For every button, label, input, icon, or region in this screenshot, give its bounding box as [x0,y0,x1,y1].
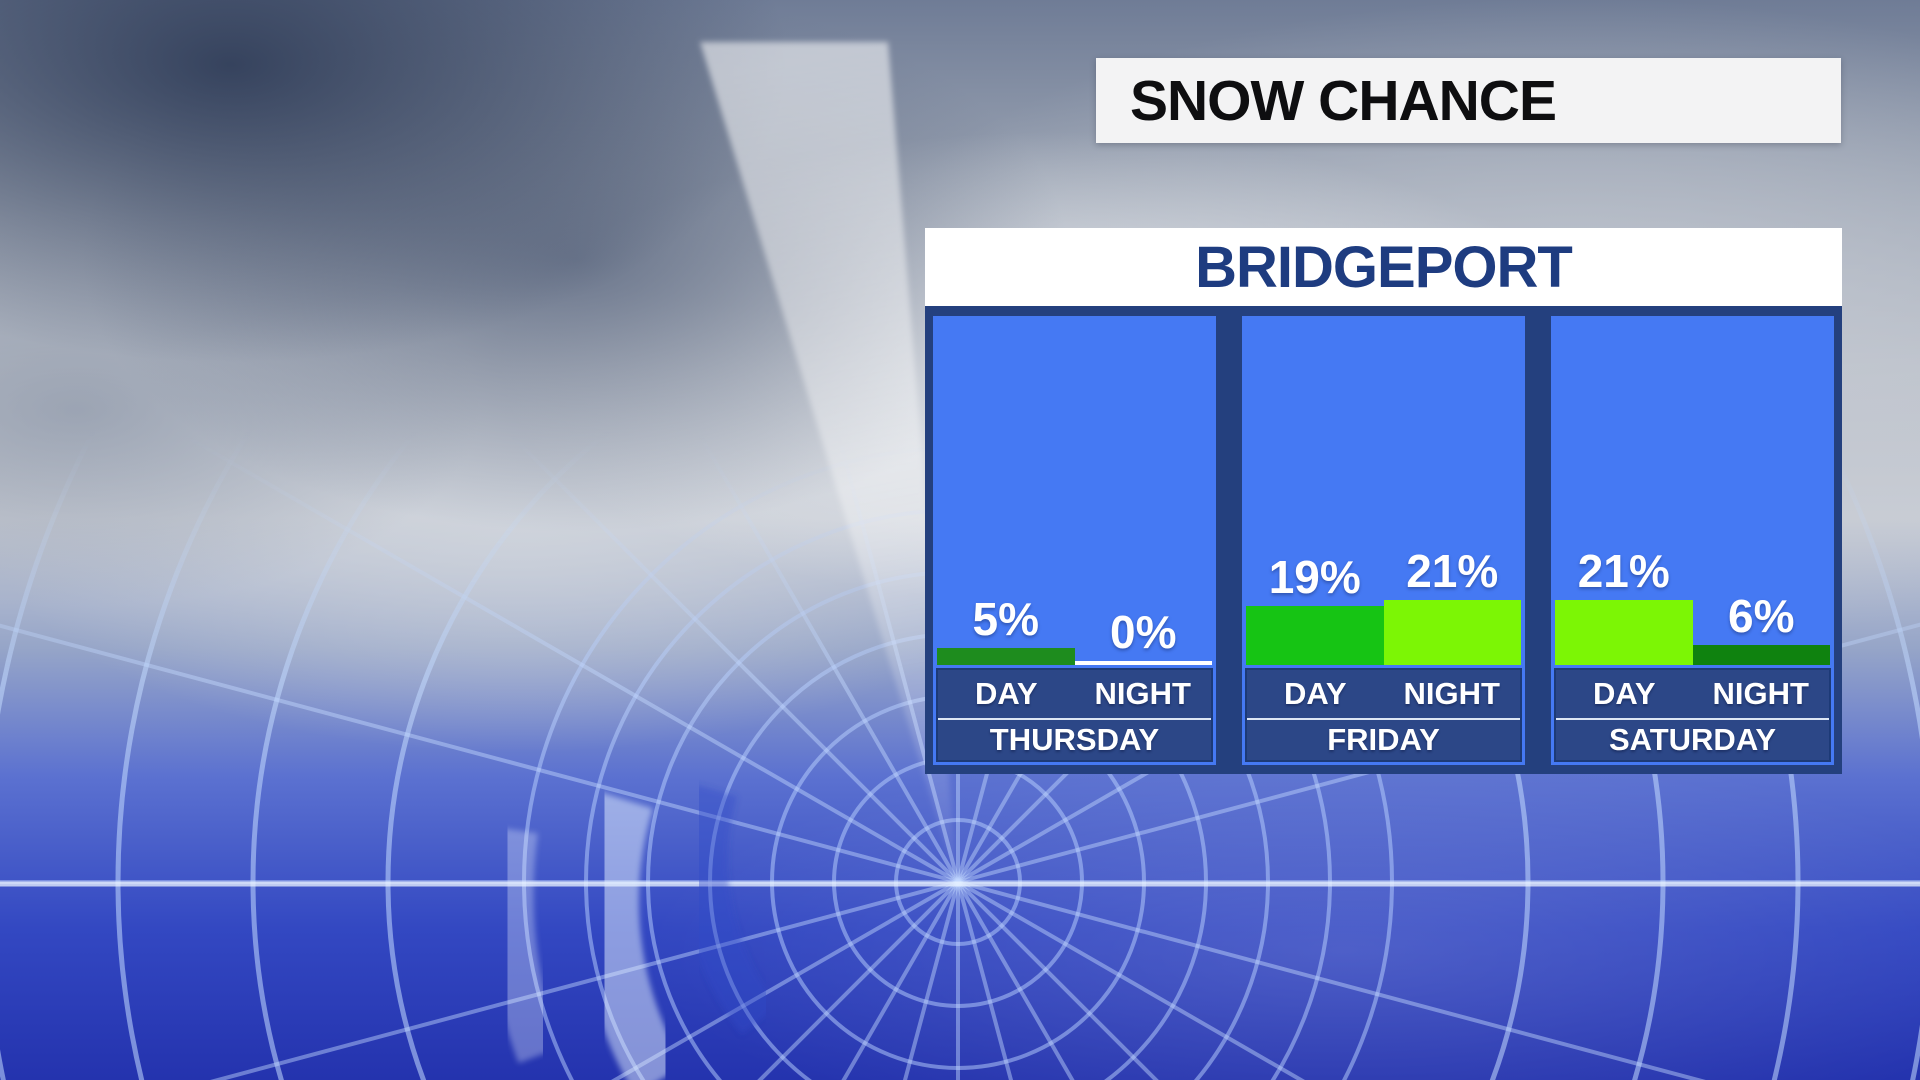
night-percent-label: 21% [1406,545,1499,597]
day-percent-label: 5% [972,593,1039,645]
bars-row: 19% 21% [1246,548,1521,665]
night-half: 0% [1074,606,1212,665]
night-label: NIGHT [1094,676,1191,711]
night-half: 6% [1692,590,1830,665]
night-bar [1692,645,1830,665]
label-box: DAY NIGHT THURSDAY [936,668,1213,762]
night-half: 21% [1383,545,1521,665]
panel-friday: 19% 21% DAY NIGHT FRIDAY [1242,316,1525,765]
panel-saturday: 21% 6% DAY NIGHT SATURDAY [1551,316,1834,765]
forecast-panels: 5% 0% DAY NIGHT THURSDAY [925,306,1842,774]
night-percent-label: 0% [1110,606,1177,658]
night-bar [1074,661,1212,665]
divider-line [938,718,1211,720]
day-percent-label: 19% [1268,551,1361,603]
label-box: DAY NIGHT FRIDAY [1245,668,1522,762]
night-bar [1383,600,1521,665]
day-label: DAY [1592,676,1656,711]
day-bar [1246,606,1384,665]
day-bar [1555,600,1693,665]
bars-row: 5% 0% [937,596,1212,665]
day-name: THURSDAY [989,722,1160,757]
day-half: 5% [937,596,1075,665]
day-label: DAY [1283,676,1347,711]
snow-chance-title-bar: SNOW CHANCE [1096,58,1841,143]
day-half: 21% [1555,548,1693,665]
page-title: SNOW CHANCE [1130,68,1557,133]
day-bar [937,648,1075,665]
night-percent-label: 6% [1728,590,1795,642]
divider-line [1556,718,1829,720]
day-name: FRIDAY [1327,722,1440,757]
panel-thursday: 5% 0% DAY NIGHT THURSDAY [933,316,1216,765]
night-label: NIGHT [1712,676,1809,711]
day-night-row: DAY NIGHT [938,670,1211,718]
day-name: SATURDAY [1608,722,1777,757]
night-label: NIGHT [1403,676,1500,711]
location-title: BRIDGEPORT [1195,234,1573,300]
day-label: DAY [974,676,1038,711]
divider-line [1247,718,1520,720]
radar-beam [700,42,958,886]
day-night-row: DAY NIGHT [1247,670,1520,718]
label-box: DAY NIGHT SATURDAY [1554,668,1831,762]
bars-row: 21% 6% [1555,548,1830,665]
location-header: BRIDGEPORT [925,228,1842,306]
day-half: 19% [1246,554,1384,665]
day-night-row: DAY NIGHT [1556,670,1829,718]
day-percent-label: 21% [1577,545,1670,597]
